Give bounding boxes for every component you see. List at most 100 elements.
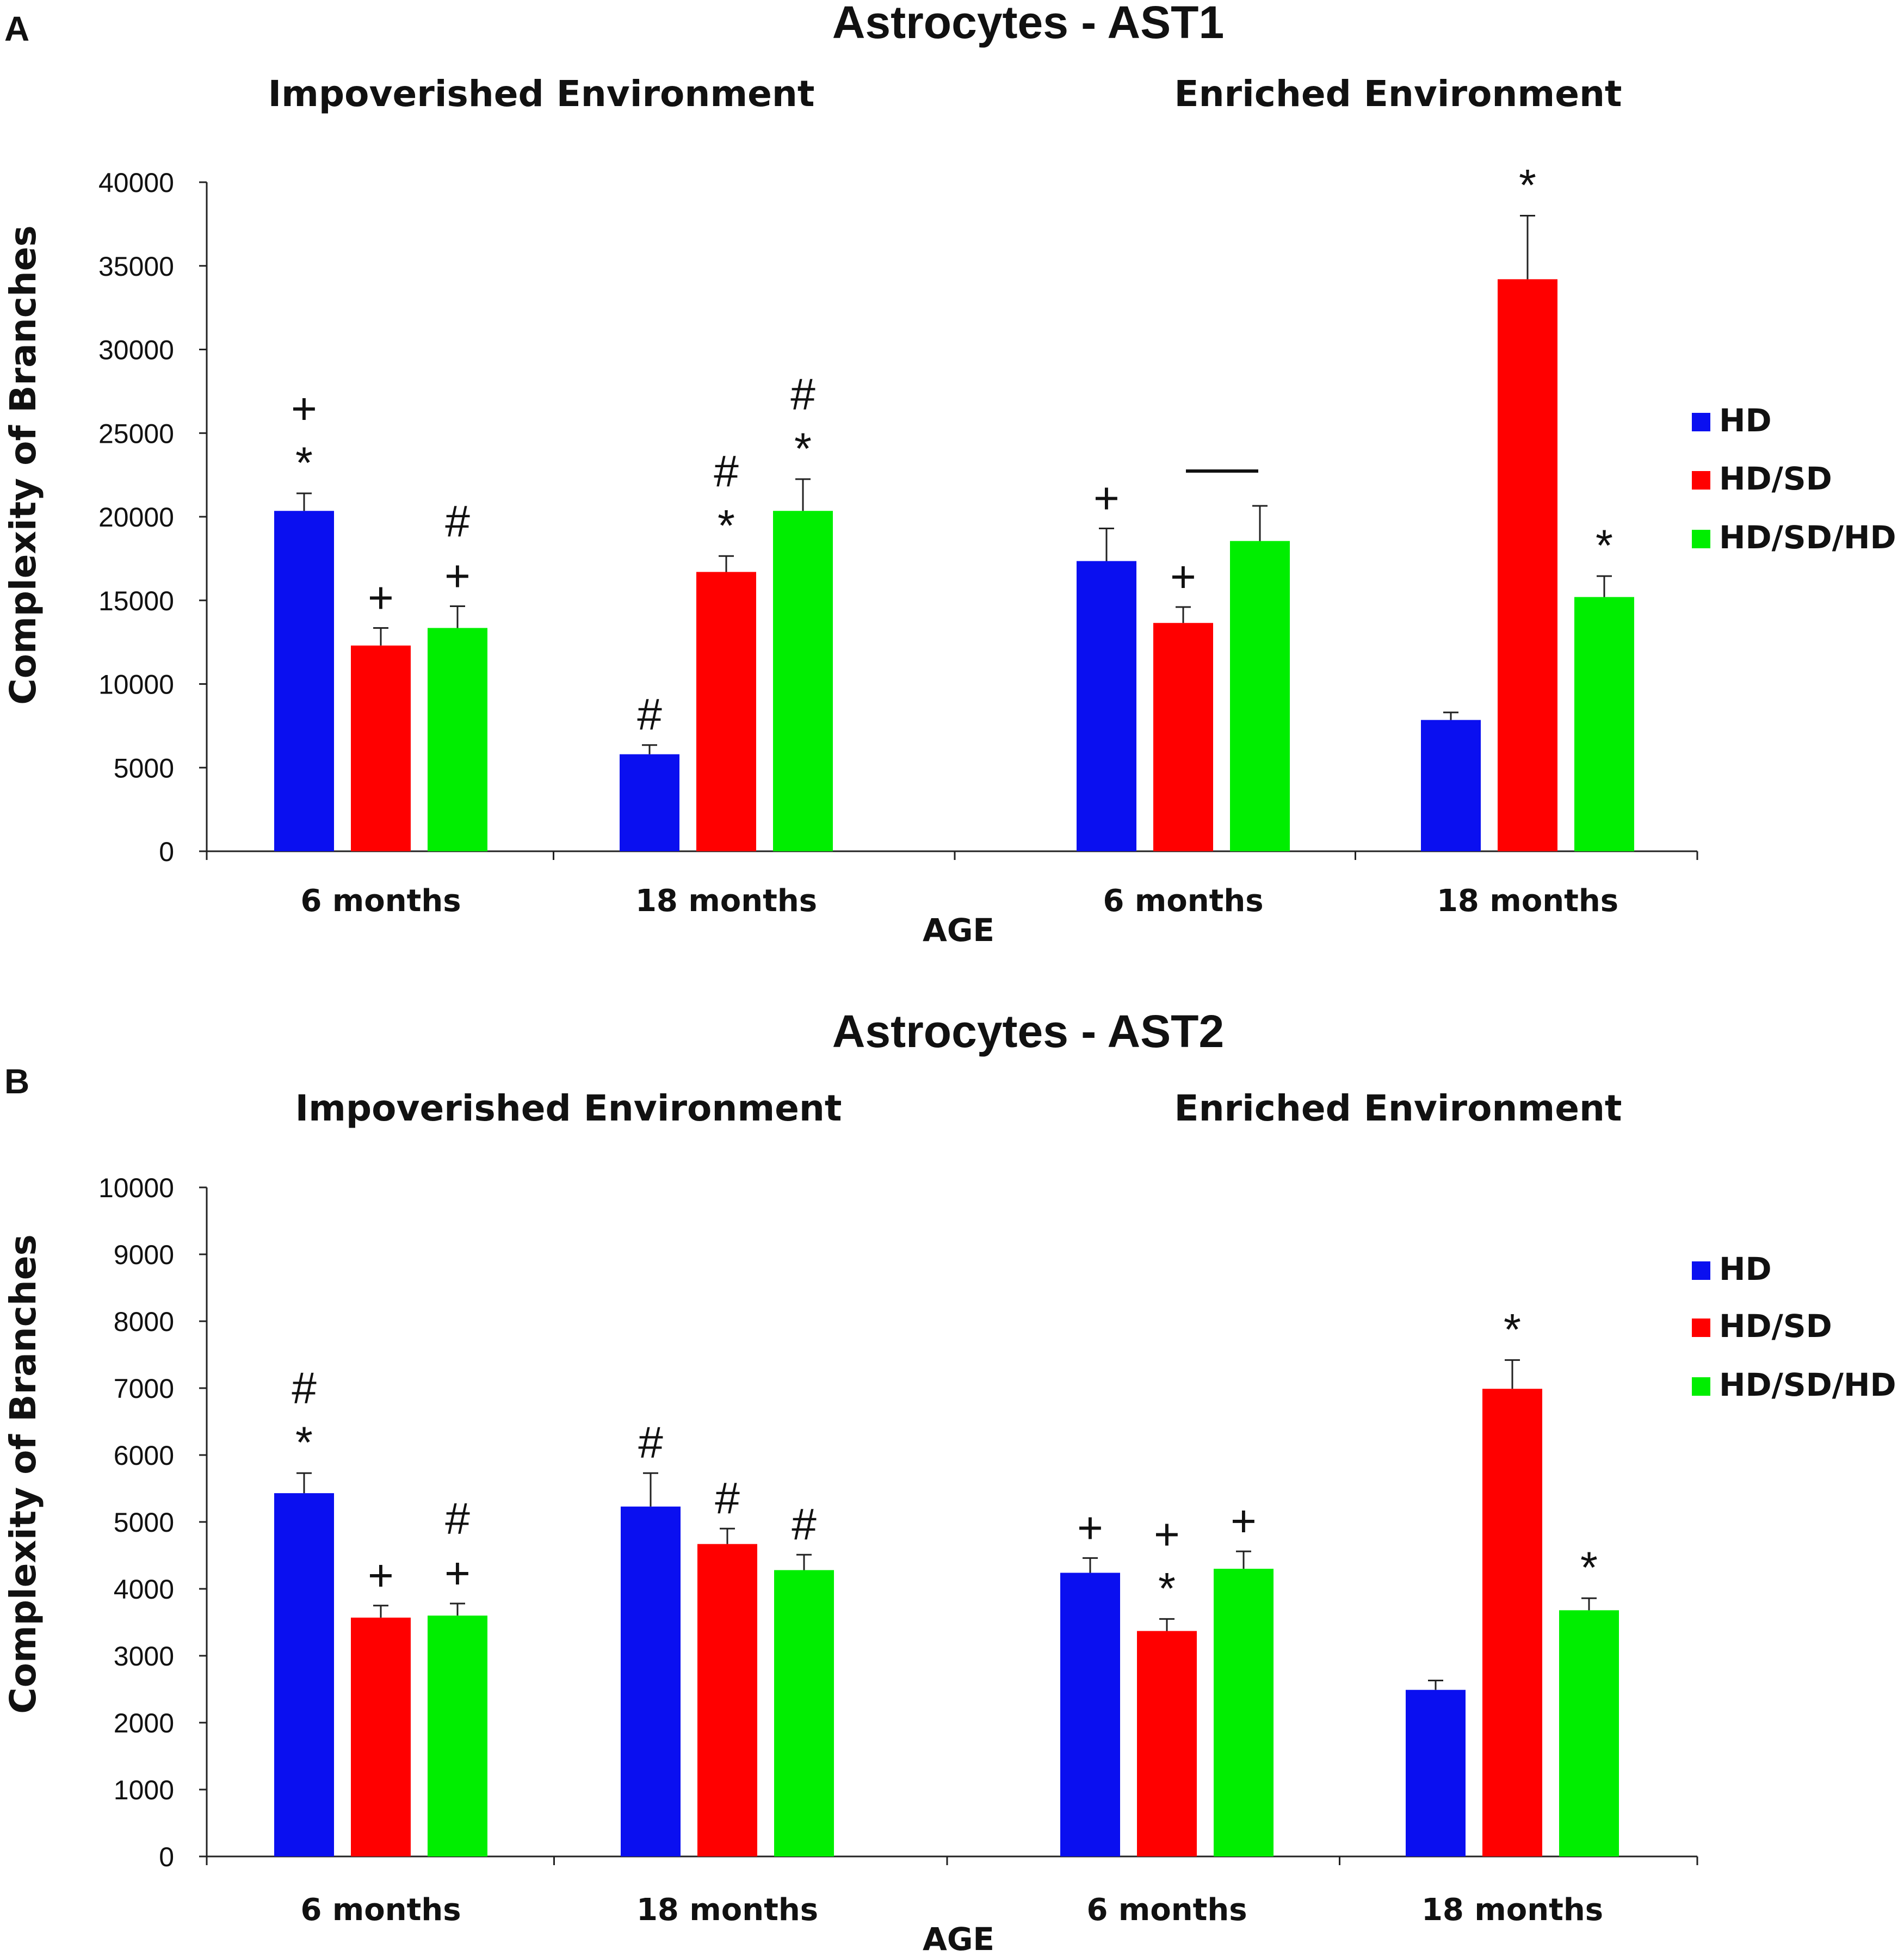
panel-a-significance-mark: * [1596, 521, 1613, 571]
panel-a-y-tick-label: 10000 [98, 670, 174, 700]
panel-b-bar-hd-sd-hd [1214, 1569, 1274, 1856]
panel-b-title: Astrocytes - AST2 [832, 1006, 1224, 1057]
panel-a-bar-hd-sd-hd [1574, 597, 1634, 851]
panel-a-significance-mark: + [1093, 474, 1120, 523]
panel-a-y-tick-label: 35000 [98, 251, 174, 282]
panel-b-x-axis-label: AGE [923, 1921, 994, 1956]
panel-a-category-label: 6 months [1103, 883, 1263, 919]
panel-a-bar-hd-sd [351, 645, 411, 851]
panel-b-category-label: 18 months [1421, 1892, 1603, 1928]
panel-a-bar-hd-sd [696, 572, 756, 851]
panel-b-y-tick-label: 4000 [114, 1574, 174, 1605]
panel-b-y-tick-label: 6000 [114, 1440, 174, 1471]
panel-b-bar-hd-sd-hd [1559, 1610, 1619, 1856]
panel-b-y-tick-label: 10000 [98, 1173, 174, 1203]
panel-b-significance-mark: # [792, 1500, 817, 1549]
panel-b-y-axis-label: Complexity of Branches [2, 1234, 44, 1714]
panel-a-legend-swatch [1692, 471, 1710, 490]
panel-a-bar-hd [1077, 561, 1136, 851]
panel-a-legend-swatch [1692, 413, 1710, 431]
panel-b-bar-hd [1060, 1573, 1120, 1856]
panel-b-y-tick-label: 2000 [114, 1708, 174, 1738]
panel-b-significance-mark: * [1158, 1564, 1176, 1613]
panel-b-legend-label: HD [1719, 1251, 1772, 1288]
panel-a-category-label: 18 months [1437, 883, 1618, 919]
panel-a-significance-mark: # [714, 447, 739, 496]
panel-a-significance-mark: # [790, 370, 815, 419]
panel-a-significance-mark: * [1519, 161, 1536, 211]
panel-a-title: Astrocytes - AST1 [832, 0, 1224, 48]
panel-b-y-tick-label: 0 [159, 1842, 174, 1872]
panel-a-significance-mark: # [637, 690, 662, 740]
panel-b-bar-hd [274, 1493, 334, 1856]
panel-b-legend-label: HD/SD/HD [1719, 1366, 1896, 1403]
panel-b-y-tick-label: 3000 [114, 1641, 174, 1672]
panel-a-bar-hd-sd [1153, 623, 1213, 851]
panel-a-bar-hd [274, 511, 334, 851]
panel-b-category-label: 6 months [300, 1892, 461, 1928]
panel-b-significance-mark: # [445, 1494, 470, 1544]
panel-a-bar-hd-sd-hd [773, 511, 833, 851]
panel-a-legend-label: HD [1719, 402, 1772, 439]
panel-b-plot: 0 1000 2000 3000 4000 5000 6000 7000 8000 9000 100… [98, 1173, 1698, 1928]
panel-b-bar-hd-sd [1137, 1631, 1197, 1856]
panel-a-legend-label: HD/SD [1719, 460, 1832, 497]
panel-b-letter: B [4, 1062, 29, 1101]
panel-b-legend-swatch [1692, 1261, 1710, 1280]
panel-a-y-tick-label: 0 [159, 837, 174, 867]
panel-a-group-title-enriched: Enriched Environment [1174, 73, 1622, 115]
panel-b-bar-hd-sd-hd [428, 1615, 487, 1856]
panel-b-y-tick-label: 7000 [114, 1373, 174, 1404]
panel-b-significance-mark: + [1077, 1503, 1103, 1552]
panel-b-y-tick-label: 8000 [114, 1307, 174, 1337]
panel-a-bar-hd-sd-hd [1230, 541, 1290, 851]
panel-b-legend-label: HD/SD [1719, 1308, 1832, 1345]
panel-a-significance-mark: + [291, 384, 317, 434]
panel-b-bar-hd [621, 1506, 681, 1856]
panel-a-category-label: 18 months [635, 883, 817, 919]
panel-b-significance-mark: + [368, 1551, 394, 1600]
panel-a-legend: HD HD/SD HD/SD/HD [1692, 402, 1896, 556]
panel-a-y-axis-label: Complexity of Branches [2, 225, 44, 705]
panel-b-y-tick-label: 1000 [114, 1775, 174, 1805]
panel-b-bar-hd [1406, 1689, 1466, 1856]
panel-a-significance-mark: * [794, 424, 812, 474]
panel-b: B Astrocytes - AST2 Impoverished Environ… [2, 1006, 1896, 1956]
panel-b-group-title-enriched: Enriched Environment [1174, 1087, 1622, 1129]
panel-a-y-tick-label: 40000 [98, 168, 174, 198]
panel-a-x-axis-label: AGE [923, 912, 994, 949]
panel-a-bar-hd [620, 754, 679, 851]
panel-a-significance-mark: * [295, 438, 313, 488]
panel-b-significance-mark: # [638, 1418, 663, 1468]
panel-b-y-tick-label: 9000 [114, 1240, 174, 1270]
panel-b-legend-swatch [1692, 1377, 1710, 1396]
panel-b-significance-mark: + [444, 1549, 471, 1598]
panel-b-significance-mark: + [1154, 1509, 1180, 1559]
panel-a-y-tick-label: 15000 [98, 586, 174, 616]
panel-b-bar-hd-sd-hd [774, 1570, 834, 1856]
panel-b-y-tick-label: 5000 [114, 1507, 174, 1538]
panel-a-bar-hd [1421, 720, 1481, 851]
panel-a-letter: A [4, 9, 29, 48]
panel-b-significance-mark: * [1580, 1543, 1598, 1593]
panel-a-significance-mark: + [368, 573, 394, 622]
panel-b-category-label: 18 months [636, 1892, 818, 1928]
panel-b-significance-mark: # [715, 1474, 740, 1523]
panel-b-legend: HD HD/SD HD/SD/HD [1692, 1251, 1896, 1403]
panel-b-category-label: 6 months [1086, 1892, 1247, 1928]
panel-a-bar-hd-sd-hd [428, 628, 487, 851]
panel-a-y-tick-label: 20000 [98, 502, 174, 533]
panel-b-significance-mark: * [1504, 1305, 1521, 1354]
panel-a-plot: 0 5000 10000 15000 20000 25000 30000 35000 40000… [98, 161, 1698, 919]
panel-b-bar-hd-sd [351, 1617, 411, 1856]
panel-a-bar-hd-sd [1498, 279, 1557, 851]
panel-a-significance-mark: # [445, 497, 470, 547]
panel-a-legend-swatch [1692, 530, 1710, 548]
panel-a-y-tick-label: 5000 [114, 753, 174, 783]
panel-a-group-title-impoverished: Impoverished Environment [268, 73, 815, 115]
panel-a-category-label: 6 months [300, 883, 461, 919]
panel-b-significance-mark: # [292, 1364, 317, 1413]
panel-a-significance-mark: + [444, 552, 471, 601]
panel-b-bar-hd-sd [697, 1544, 757, 1856]
